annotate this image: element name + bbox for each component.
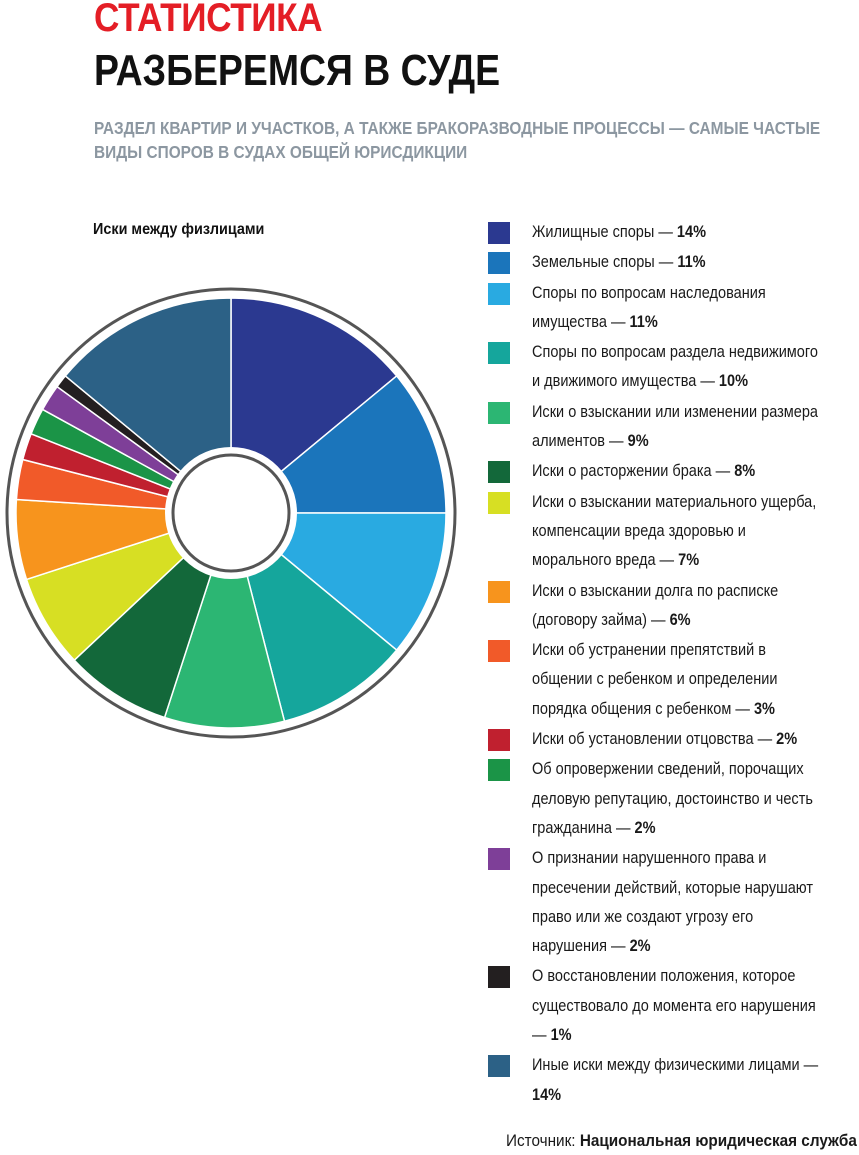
legend-swatch: [488, 729, 510, 752]
value-label: 14%: [676, 223, 706, 241]
legend-swatch: [488, 222, 510, 244]
value-label: 8%: [734, 462, 756, 481]
legend-swatch: [488, 966, 510, 989]
legend-item: Споры по вопросам наследования имущества…: [488, 279, 858, 338]
legend: Жилищные споры — 14% Земельные споры — 11…: [488, 218, 858, 1111]
title: РАЗБЕРЕМСЯ В СУДЕ: [94, 46, 501, 95]
legend-text: Иные иски между физическими лицами — 14%: [532, 1051, 819, 1110]
pie-slice: [229, 510, 398, 723]
kicker: СТАТИСТИКА: [94, 0, 323, 40]
legend-item: Иные иски между физическими лицами — 14%: [488, 1051, 858, 1110]
legend-label: Иски об устранении препятствий в общении…: [532, 641, 778, 718]
legend-label: Иски об установлении отцовства —: [532, 730, 773, 749]
legend-item: Иски о расторжении брака — 8%: [488, 457, 858, 486]
value-label: 6%: [669, 610, 691, 629]
pie-slice: [163, 510, 286, 729]
legend-swatch: [488, 342, 510, 365]
legend-item: Иски о взыскании или изменении размера а…: [488, 398, 858, 457]
legend-text: Иски о расторжении брака — 8%: [532, 457, 819, 486]
legend-label: Иски о взыскании материального ущерба, к…: [532, 492, 817, 570]
legend-swatch: [488, 252, 510, 275]
value-label: 10%: [718, 372, 748, 391]
value-label: 3%: [753, 699, 775, 718]
value-label: 9%: [627, 432, 649, 451]
legend-text: Иски о взыскании долга по расписке (дого…: [532, 577, 819, 636]
legend-text: Иски о взыскании материального ущерба, к…: [532, 488, 819, 576]
pie-slice: [64, 297, 232, 515]
legend-swatch: [488, 759, 510, 782]
legend-text: О признании нарушенного права и пресечен…: [532, 844, 819, 961]
value-label: 1%: [550, 1026, 572, 1045]
chart-title: Иски между физлицами: [93, 221, 265, 238]
legend-label: Иные иски между физическими лицами —: [532, 1056, 819, 1075]
legend-label: Иски о взыскании или изменении размера а…: [532, 402, 819, 451]
legend-label: Земельные споры —: [532, 253, 674, 272]
legend-label: Жилищные споры —: [532, 223, 673, 241]
outer-ring: [5, 287, 457, 739]
legend-swatch: [488, 640, 510, 663]
legend-text: О восстановлении положения, которое суще…: [532, 962, 819, 1050]
subtitle: РАЗДЕЛ КВАРТИР И УЧАСТКОВ, А ТАКЖЕ БРАКО…: [94, 118, 821, 162]
legend-item: Об опровержении сведений, порочащих дело…: [488, 755, 858, 843]
legend-text: Споры по вопросам раздела недвижимого и …: [532, 338, 819, 397]
value-label: 11%: [677, 253, 706, 272]
pie-chart: [5, 287, 457, 739]
legend-item: Иски об устранении препятствий в общении…: [488, 636, 858, 724]
value-label: 11%: [629, 312, 658, 331]
legend-item: О признании нарушенного права и пресечен…: [488, 844, 858, 961]
legend-item: Иски об установлении отцовства — 2%: [488, 725, 858, 754]
legend-swatch: [488, 491, 510, 514]
legend-item: Иски о взыскании долга по расписке (дого…: [488, 577, 858, 636]
value-label: 2%: [629, 937, 651, 956]
legend-swatch: [488, 401, 510, 424]
legend-swatch: [488, 1055, 510, 1078]
legend-swatch: [488, 461, 510, 484]
source-name: Национальная юридическая служба: [579, 1131, 857, 1150]
legend-item: Земельные споры — 11%: [488, 248, 858, 277]
value-label: 2%: [776, 730, 798, 749]
source: Источник: Национальная юридическая служб…: [506, 1131, 857, 1151]
legend-swatch: [488, 848, 510, 871]
legend-label: Об опровержении сведений, порочащих дело…: [532, 760, 813, 837]
legend-text: Об опровержении сведений, порочащих дело…: [532, 755, 819, 843]
legend-swatch: [488, 282, 510, 305]
legend-label: Споры по вопросам наследования имущества…: [532, 283, 766, 331]
legend-text: Споры по вопросам наследования имущества…: [532, 279, 819, 338]
legend-swatch: [488, 580, 510, 603]
legend-label: Споры по вопросам раздела недвижимого и …: [532, 343, 818, 391]
legend-item: О восстановлении положения, которое суще…: [488, 962, 858, 1050]
legend-text: Иски о взыскании или изменении размера а…: [532, 398, 819, 457]
legend-text: Земельные споры — 11%: [532, 248, 819, 277]
legend-label: О восстановлении положения, которое суще…: [532, 967, 816, 1045]
value-label: 14%: [532, 1085, 562, 1104]
donut-hole: [165, 447, 297, 579]
legend-text: Иски об устранении препятствий в общении…: [532, 636, 819, 724]
legend-text: Жилищные споры — 14%: [532, 218, 819, 247]
legend-label: Иски о взыскании долга по расписке (дого…: [532, 581, 779, 629]
legend-item: Споры по вопросам раздела недвижимого и …: [488, 338, 858, 397]
legend-text: Иски об установлении отцовства — 2%: [532, 725, 819, 754]
legend-label: О признании нарушенного права и пресечен…: [532, 849, 814, 956]
source-label: Источник:: [506, 1131, 576, 1150]
legend-item: Жилищные споры — 14%: [488, 218, 858, 247]
pie-slice: [230, 297, 398, 515]
value-label: 2%: [634, 818, 656, 837]
value-label: 7%: [678, 551, 700, 570]
inner-ring: [171, 453, 291, 573]
legend-item: Иски о взыскании материального ущерба, к…: [488, 488, 858, 576]
legend-label: Иски о расторжении брака —: [532, 462, 731, 481]
